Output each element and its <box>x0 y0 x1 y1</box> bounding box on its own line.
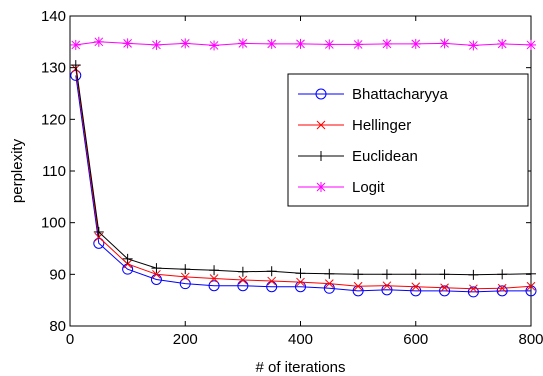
data-point <box>93 36 104 47</box>
data-point <box>439 269 450 280</box>
data-point <box>209 265 220 276</box>
series-line <box>75 75 531 293</box>
data-point <box>180 38 191 49</box>
series-hellinger <box>71 64 536 294</box>
legend-marker <box>316 151 326 161</box>
x-axis-label: # of iterations <box>255 359 345 376</box>
y-tick-label: 90 <box>49 266 66 283</box>
series-euclidean <box>70 60 536 280</box>
y-tick-label: 130 <box>41 60 66 77</box>
data-point <box>526 39 536 50</box>
data-point <box>295 268 306 279</box>
data-point <box>497 283 507 293</box>
x-tick-label: 400 <box>288 331 313 348</box>
data-point <box>267 276 277 286</box>
data-point <box>296 277 305 287</box>
data-point <box>468 40 479 51</box>
legend-label: Hellinger <box>352 117 411 134</box>
data-point <box>151 39 162 50</box>
series-bhattacharyya <box>70 69 537 298</box>
y-tick-label: 100 <box>41 215 66 232</box>
data-point <box>209 40 220 51</box>
legend-marker <box>316 120 326 130</box>
legend-label: Bhattacharyya <box>352 86 449 103</box>
data-point <box>353 39 364 50</box>
data-point <box>382 281 392 291</box>
data-point <box>237 38 248 49</box>
legend-entry: Euclidean <box>298 148 418 165</box>
data-point <box>152 269 161 279</box>
y-tick-label: 110 <box>42 163 66 180</box>
data-point <box>410 269 421 280</box>
data-point <box>381 269 392 280</box>
data-point <box>467 286 479 298</box>
y-axis-label: perplexity <box>9 138 26 203</box>
legend-box <box>287 73 529 207</box>
y-tick-label: 80 <box>49 318 66 335</box>
data-point <box>381 284 393 296</box>
legend: Bhattacharyya Hellinger Euclidean Logit <box>287 73 529 207</box>
data-point <box>266 266 277 277</box>
data-point <box>209 274 219 283</box>
data-point <box>497 38 508 49</box>
data-point <box>180 264 191 275</box>
series-layer <box>70 36 537 298</box>
series-logit <box>70 36 536 51</box>
legend-entry: Logit <box>298 179 385 196</box>
data-point <box>237 266 248 277</box>
data-point <box>208 280 220 292</box>
data-point <box>353 281 363 291</box>
y-tick-label: 140 <box>41 8 66 25</box>
data-point <box>439 285 451 297</box>
data-point <box>497 269 508 280</box>
data-point <box>238 275 248 285</box>
x-tick-label: 0 <box>66 331 74 348</box>
legend-marker <box>316 182 326 192</box>
x-tick-label: 600 <box>403 331 428 348</box>
data-point <box>266 38 277 49</box>
data-point <box>93 226 104 237</box>
data-point <box>526 281 536 291</box>
x-tick-label: 200 <box>173 331 198 348</box>
data-point <box>324 268 335 279</box>
data-point <box>122 38 133 49</box>
data-point <box>411 282 421 292</box>
data-point <box>526 268 536 279</box>
y-tick-label: 120 <box>41 111 66 128</box>
data-point <box>324 39 335 50</box>
legend-label: Logit <box>352 179 385 196</box>
data-point <box>70 60 81 71</box>
data-point <box>353 269 364 280</box>
data-point <box>496 285 508 297</box>
legend-entry: Hellinger <box>298 117 411 134</box>
data-point <box>151 263 162 274</box>
data-point <box>440 283 449 293</box>
data-point <box>295 38 306 49</box>
x-tick-label: 800 <box>518 331 543 348</box>
legend-marker <box>315 88 327 100</box>
data-point <box>469 284 478 294</box>
data-point <box>123 259 132 269</box>
legend-label: Euclidean <box>352 148 418 165</box>
data-point <box>381 38 392 49</box>
data-point <box>410 285 422 297</box>
data-point <box>410 38 421 49</box>
data-point <box>439 38 450 49</box>
legend-entry: Bhattacharyya <box>298 86 449 103</box>
data-point <box>468 269 479 280</box>
data-point <box>70 39 81 50</box>
data-point <box>180 272 190 282</box>
data-point <box>93 237 105 249</box>
data-point <box>122 253 133 264</box>
ticks-layer: 0 200 400 600 800 80 90 100 110 120 130 140 <box>41 8 543 348</box>
data-point <box>324 279 334 288</box>
data-point <box>179 278 191 290</box>
